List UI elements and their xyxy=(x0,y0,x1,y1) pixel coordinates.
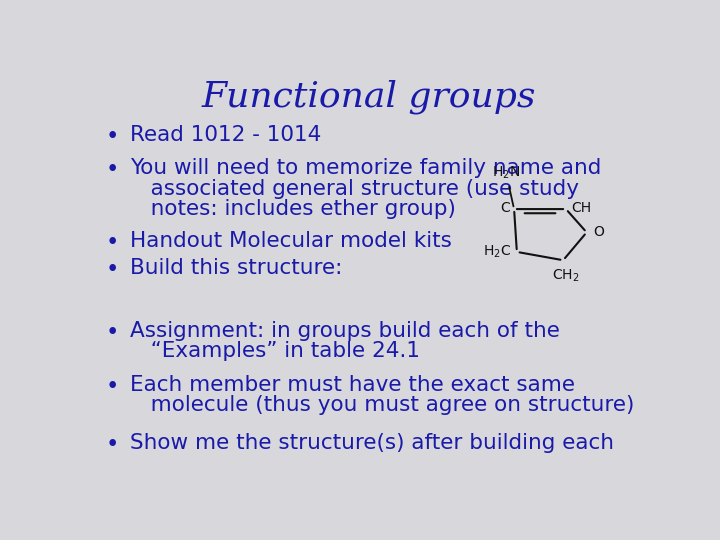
Text: Each member must have the exact same: Each member must have the exact same xyxy=(130,375,575,395)
Text: •: • xyxy=(106,125,119,148)
Text: Read 1012 - 1014: Read 1012 - 1014 xyxy=(130,125,322,145)
Text: •: • xyxy=(106,158,119,181)
Text: notes: includes ether group): notes: includes ether group) xyxy=(130,199,456,219)
Text: Functional groups: Functional groups xyxy=(202,79,536,114)
Text: •: • xyxy=(106,258,119,281)
Text: CH: CH xyxy=(572,201,592,215)
Text: Show me the structure(s) after building each: Show me the structure(s) after building … xyxy=(130,433,614,453)
Text: •: • xyxy=(106,321,119,343)
Text: O: O xyxy=(593,225,604,239)
Text: Handout Molecular model kits: Handout Molecular model kits xyxy=(130,231,452,251)
Text: molecule (thus you must agree on structure): molecule (thus you must agree on structu… xyxy=(130,395,634,415)
Text: •: • xyxy=(106,231,119,254)
Text: H$_2$N: H$_2$N xyxy=(492,164,520,181)
Text: CH$_2$: CH$_2$ xyxy=(552,268,580,284)
Text: “Examples” in table 24.1: “Examples” in table 24.1 xyxy=(130,341,420,361)
Text: Build this structure:: Build this structure: xyxy=(130,258,343,278)
Text: H$_2$C: H$_2$C xyxy=(483,244,511,260)
Text: Assignment: in groups build each of the: Assignment: in groups build each of the xyxy=(130,321,560,341)
Text: You will need to memorize family name and: You will need to memorize family name an… xyxy=(130,158,601,178)
Text: C: C xyxy=(500,201,510,215)
Text: •: • xyxy=(106,375,119,397)
Text: associated general structure (use study: associated general structure (use study xyxy=(130,179,579,199)
Text: •: • xyxy=(106,433,119,456)
